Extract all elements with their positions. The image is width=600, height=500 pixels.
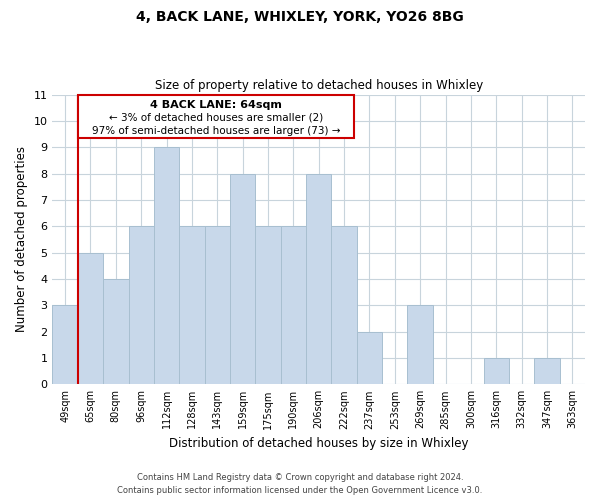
Bar (281, 226, 306, 384)
Text: 97% of semi-detached houses are larger (73) →: 97% of semi-detached houses are larger (… (92, 126, 340, 136)
Bar (534, 358, 560, 384)
X-axis label: Distribution of detached houses by size in Whixley: Distribution of detached houses by size … (169, 437, 469, 450)
Bar (230, 174, 256, 384)
Bar (103, 279, 128, 384)
FancyBboxPatch shape (78, 94, 354, 138)
Bar (128, 226, 154, 384)
Title: Size of property relative to detached houses in Whixley: Size of property relative to detached ho… (155, 79, 483, 92)
Text: ← 3% of detached houses are smaller (2): ← 3% of detached houses are smaller (2) (109, 112, 323, 122)
Bar (306, 174, 331, 384)
Text: 4, BACK LANE, WHIXLEY, YORK, YO26 8BG: 4, BACK LANE, WHIXLEY, YORK, YO26 8BG (136, 10, 464, 24)
Bar (256, 226, 281, 384)
Bar (331, 226, 357, 384)
Bar (154, 147, 179, 384)
Text: Contains HM Land Registry data © Crown copyright and database right 2024.
Contai: Contains HM Land Registry data © Crown c… (118, 474, 482, 495)
Bar (205, 226, 230, 384)
Bar (179, 226, 205, 384)
Bar (78, 252, 103, 384)
Bar (52, 306, 78, 384)
Y-axis label: Number of detached properties: Number of detached properties (15, 146, 28, 332)
Bar (357, 332, 382, 384)
Text: 4 BACK LANE: 64sqm: 4 BACK LANE: 64sqm (150, 100, 282, 110)
Bar (484, 358, 509, 384)
Bar (407, 306, 433, 384)
